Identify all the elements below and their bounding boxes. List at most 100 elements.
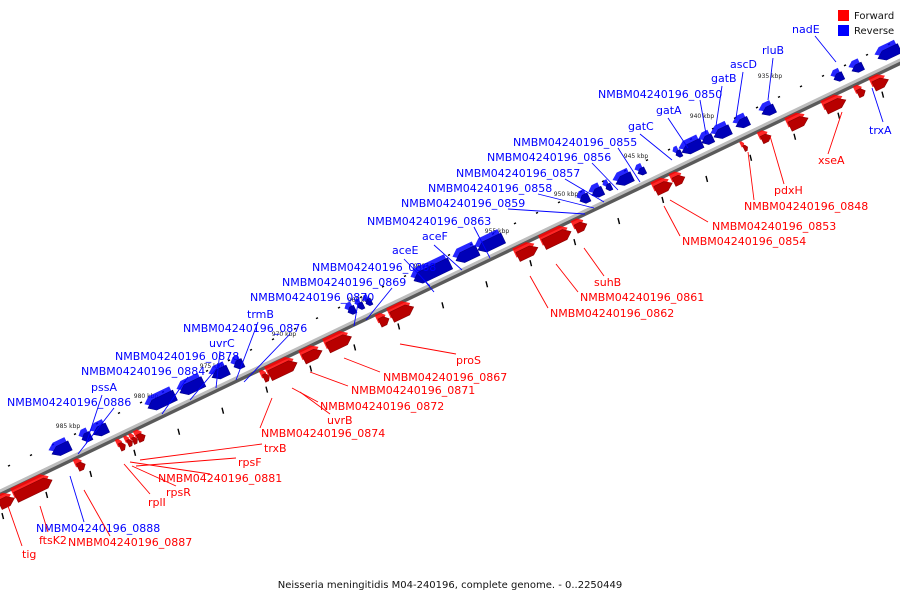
gene-label-nmbm04240196-0867[interactable]: NMBM04240196_0867: [383, 371, 507, 384]
forward-gene-arrow[interactable]: [512, 238, 540, 262]
forward-gene-arrow[interactable]: [820, 91, 848, 115]
forward-gene-arrow[interactable]: [0, 489, 17, 510]
gene-label-rpsr[interactable]: rpsR: [166, 486, 191, 499]
gene-label-nmbm04240196-0869[interactable]: NMBM04240196_0869: [282, 276, 406, 289]
reverse-gene-arrow[interactable]: [450, 241, 481, 266]
reverse-gene-arrow[interactable]: [676, 134, 705, 158]
gene-label-ftsk2[interactable]: ftsK2: [39, 534, 67, 547]
reverse-gene-arrow[interactable]: [847, 58, 865, 76]
gene-label-rpli[interactable]: rplI: [148, 496, 166, 509]
forward-gene-arrow[interactable]: [114, 437, 127, 452]
forward-gene-arrow[interactable]: [298, 342, 324, 365]
gene-label-nmbm04240196-0878[interactable]: NMBM04240196_0878: [115, 350, 239, 363]
forward-gene-arrow[interactable]: [127, 431, 139, 445]
gene-label-pssa[interactable]: pssA: [91, 381, 117, 394]
forward-gene-arrow[interactable]: [784, 109, 810, 132]
gene-label-nmbm04240196-0854[interactable]: NMBM04240196_0854: [682, 235, 806, 248]
forward-gene-arrow[interactable]: [264, 353, 299, 382]
gene-label-nmbm04240196-0857[interactable]: NMBM04240196_0857: [456, 167, 580, 180]
reverse-gene-arrow[interactable]: [757, 99, 777, 118]
gene-label-gata[interactable]: gatA: [656, 104, 682, 117]
gene-label-nmbm04240196-0863[interactable]: NMBM04240196_0863: [367, 215, 491, 228]
forward-gene-arrow[interactable]: [538, 222, 573, 250]
reverse-gene-arrow[interactable]: [361, 293, 374, 307]
gene-label-tig[interactable]: tig: [22, 548, 36, 561]
forward-gene-arrow[interactable]: [739, 140, 749, 152]
gene-label-pros[interactable]: proS: [456, 354, 481, 367]
reverse-gene-arrow[interactable]: [77, 427, 94, 445]
gene-label-nmbm04240196-0858[interactable]: NMBM04240196_0858: [428, 182, 552, 195]
gene-label-uvrc[interactable]: uvrC: [209, 337, 235, 350]
gene-label-nmbm04240196-0871[interactable]: NMBM04240196_0871: [351, 384, 475, 397]
reverse-gene-arrow[interactable]: [610, 167, 635, 189]
gene-label-nmbm04240196-0861[interactable]: NMBM04240196_0861: [580, 291, 704, 304]
gene-label-nmbm04240196-0884[interactable]: NMBM04240196_0884: [81, 365, 205, 378]
gene-label-nmbm04240196-0850[interactable]: NMBM04240196_0850: [598, 88, 722, 101]
reverse-gene-arrow[interactable]: [229, 354, 246, 372]
gene-label-nmbm04240196-0855[interactable]: NMBM04240196_0855: [513, 136, 637, 149]
gene-label-gatb[interactable]: gatB: [711, 72, 737, 85]
gene-label-pdxh[interactable]: pdxH: [774, 184, 803, 197]
gene-label-nmbm04240196-0868[interactable]: NMBM04240196_0868: [312, 261, 436, 274]
forward-gene-arrow[interactable]: [374, 310, 391, 328]
forward-gene-arrow[interactable]: [852, 83, 867, 99]
gene-label-nade[interactable]: nadE: [792, 23, 820, 36]
reverse-gene-arrow[interactable]: [708, 120, 733, 142]
forward-gene-arrow[interactable]: [132, 427, 147, 443]
forward-gene-arrow[interactable]: [386, 297, 416, 323]
reverse-gene-arrow[interactable]: [46, 436, 73, 459]
gene-label-nmbm04240196-0876[interactable]: NMBM04240196_0876: [183, 322, 307, 335]
forward-gene-arrow[interactable]: [322, 327, 354, 354]
gene-label-nmbm04240196-0870[interactable]: NMBM04240196_0870: [250, 291, 374, 304]
gene-label-acef[interactable]: aceF: [422, 230, 448, 243]
reverse-gene-arrow[interactable]: [671, 145, 684, 159]
gene-label-nmbm04240196-0853[interactable]: NMBM04240196_0853: [712, 220, 836, 233]
reverse-gene-arrow[interactable]: [174, 372, 207, 398]
gene-label-nmbm04240196-0872[interactable]: NMBM04240196_0872: [320, 400, 444, 413]
reverse-gene-arrow[interactable]: [731, 112, 751, 131]
gene-label-ascd[interactable]: ascD: [730, 58, 757, 71]
reverse-gene-arrow[interactable]: [697, 129, 716, 147]
forward-gene-arrow[interactable]: [756, 128, 773, 145]
gene-label-acee[interactable]: aceE: [392, 244, 419, 257]
reverse-gene-arrow[interactable]: [206, 361, 231, 383]
forward-gene-arrow[interactable]: [570, 215, 589, 234]
gene-label-gatc[interactable]: gatC: [628, 120, 654, 133]
gene-label-nmbm04240196-0859[interactable]: NMBM04240196_0859: [401, 197, 525, 210]
forward-gene-arrow[interactable]: [10, 471, 54, 503]
gene-label-rpsf[interactable]: rpsF: [238, 456, 262, 469]
gene-label-nmbm04240196-0886[interactable]: NMBM04240196_0886: [7, 396, 131, 409]
forward-gene-arrow[interactable]: [868, 71, 890, 92]
gene-label-nmbm04240196-0862[interactable]: NMBM04240196_0862: [550, 307, 674, 320]
gene-label-nmbm04240196-0887[interactable]: NMBM04240196_0887: [68, 536, 192, 549]
gene-label-suhb[interactable]: suhB: [594, 276, 621, 289]
forward-gene-arrow[interactable]: [258, 368, 271, 383]
reverse-gene-arrow[interactable]: [872, 39, 900, 64]
reverse-gene-arrow[interactable]: [829, 67, 846, 84]
forward-gene-arrow[interactable]: [650, 174, 674, 196]
gene-label-nmbm04240196-0874[interactable]: NMBM04240196_0874: [261, 427, 385, 440]
gene-arrow-front-face: [605, 182, 614, 192]
reverse-gene-arrow[interactable]: [408, 254, 454, 287]
gene-label-trmb[interactable]: trmB: [247, 308, 274, 321]
gene-label-nmbm04240196-0888[interactable]: NMBM04240196_0888: [36, 522, 160, 535]
reverse-gene-arrow[interactable]: [343, 301, 358, 317]
gene-label-trxa[interactable]: trxA: [869, 124, 892, 137]
reverse-gene-arrow[interactable]: [353, 297, 366, 311]
gene-label-nmbm04240196-0848[interactable]: NMBM04240196_0848: [744, 200, 868, 213]
reverse-gene-arrow[interactable]: [601, 179, 614, 193]
reverse-gene-arrow[interactable]: [142, 386, 178, 414]
reverse-gene-arrow[interactable]: [87, 419, 110, 440]
forward-gene-arrow[interactable]: [72, 456, 87, 472]
gene-label-xsea[interactable]: xseA: [818, 154, 845, 167]
reverse-gene-arrow[interactable]: [587, 182, 606, 200]
reverse-gene-arrow[interactable]: [633, 162, 648, 177]
gene-label-nmbm04240196-0856[interactable]: NMBM04240196_0856: [487, 151, 611, 164]
gene-label-trxb[interactable]: trxB: [264, 442, 287, 455]
forward-gene-arrow[interactable]: [668, 168, 687, 187]
gene-label-uvrb[interactable]: uvrB: [327, 414, 353, 427]
gene-label-nmbm04240196-0881[interactable]: NMBM04240196_0881: [158, 472, 282, 485]
forward-gene-arrow[interactable]: [122, 434, 134, 448]
gene-label-rlub[interactable]: rluB: [762, 44, 784, 57]
reverse-gene-arrow[interactable]: [575, 188, 592, 206]
